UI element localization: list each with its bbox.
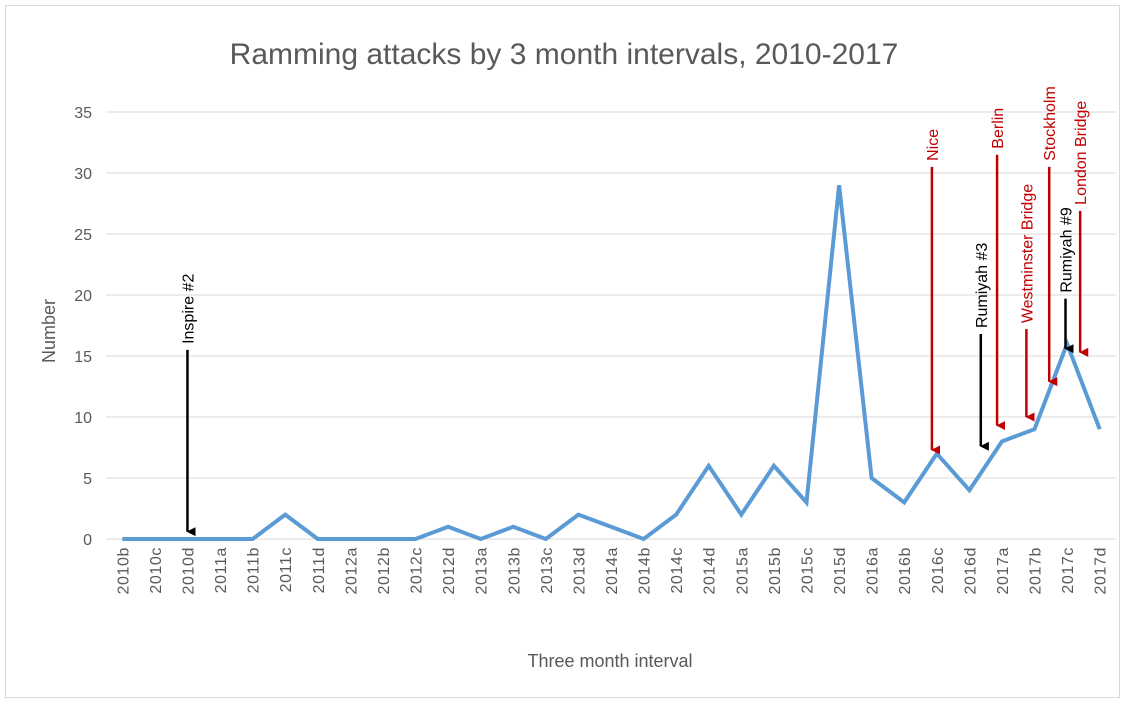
annotation-label: London Bridge — [1073, 101, 1090, 205]
x-tick-label: 2016a — [865, 547, 882, 595]
x-tick-label: 2016d — [962, 547, 979, 595]
annotation-label: Inspire #2 — [180, 274, 197, 344]
y-tick-label: 25 — [74, 227, 92, 244]
annotations-layer: Inspire #2 Nice Rumiyah #3 Berlin Westminste… — [180, 86, 1090, 537]
x-tick-label: 2017a — [995, 547, 1012, 595]
y-axis-title: Number — [39, 299, 59, 363]
x-tick-label: 2011c — [278, 547, 295, 592]
line-chart: Ramming attacks by 3 month intervals, 20… — [39, 38, 1116, 671]
x-tick-label: 2017c — [1060, 547, 1077, 594]
x-tick-label: 2014c — [669, 547, 686, 594]
gridlines — [106, 111, 1116, 540]
x-tick-label: 2010b — [115, 547, 132, 595]
annotation-label: Westminster Bridge — [1019, 184, 1036, 323]
x-tick-label: 2016b — [897, 547, 914, 595]
x-tick-label: 2017d — [1093, 547, 1110, 595]
x-tick-label: 2013a — [474, 547, 491, 595]
x-tick-label: 2015c — [799, 547, 816, 594]
series-layer — [122, 184, 1102, 542]
x-tick-label: 2012d — [441, 547, 458, 595]
x-tick-label: 2013c — [539, 547, 556, 594]
x-tick-label: 2017b — [1028, 547, 1045, 595]
x-tick-label: 2016c — [930, 547, 947, 594]
x-tick-label: 2012a — [343, 547, 360, 595]
x-axis-title: Three month interval — [527, 651, 692, 671]
chart-frame: Ramming attacks by 3 month intervals, 20… — [5, 5, 1120, 698]
chart-title: Ramming attacks by 3 month intervals, 20… — [230, 38, 899, 71]
annotation-label: Rumiyah #9 — [1059, 207, 1076, 292]
x-tick-label: 2013b — [506, 547, 523, 595]
x-tick-label: 2015b — [767, 547, 784, 595]
x-tick-label: 2015a — [734, 547, 751, 595]
y-tick-label: 5 — [83, 471, 92, 488]
x-tick-label: 2014a — [604, 547, 621, 595]
x-tick-label: 2013d — [571, 547, 588, 595]
x-tick-label: 2012c — [409, 547, 426, 594]
x-tick-label: 2014d — [702, 547, 719, 595]
y-tick-label: 20 — [74, 288, 92, 305]
x-tick-label: 2011a — [213, 547, 230, 593]
annotation-label: Nice — [925, 129, 942, 161]
x-tick-label: 2014b — [637, 547, 654, 595]
x-axis-ticks: 2010b 2010c 2010d 2011a 2011b 2011c 2011d 2012a… — [115, 547, 1109, 595]
x-tick-label: 2010d — [180, 547, 197, 595]
x-tick-label: 2015d — [832, 547, 849, 595]
annotation-label: Stockholm — [1042, 86, 1059, 161]
y-axis-ticks: 0 5 10 15 20 25 30 35 — [74, 105, 92, 549]
series-line — [122, 184, 1102, 542]
annotation-label: Rumiyah #3 — [974, 243, 991, 328]
y-tick-label: 0 — [83, 532, 92, 549]
x-tick-label: 2012b — [376, 547, 393, 595]
y-tick-label: 30 — [74, 166, 92, 183]
x-tick-label: 2011d — [311, 547, 328, 593]
y-tick-label: 15 — [74, 349, 92, 366]
y-tick-label: 35 — [74, 105, 92, 122]
annotation-label: Berlin — [990, 108, 1007, 149]
x-tick-label: 2010c — [148, 547, 165, 594]
y-tick-label: 10 — [74, 410, 92, 427]
x-tick-label: 2011b — [246, 547, 263, 593]
